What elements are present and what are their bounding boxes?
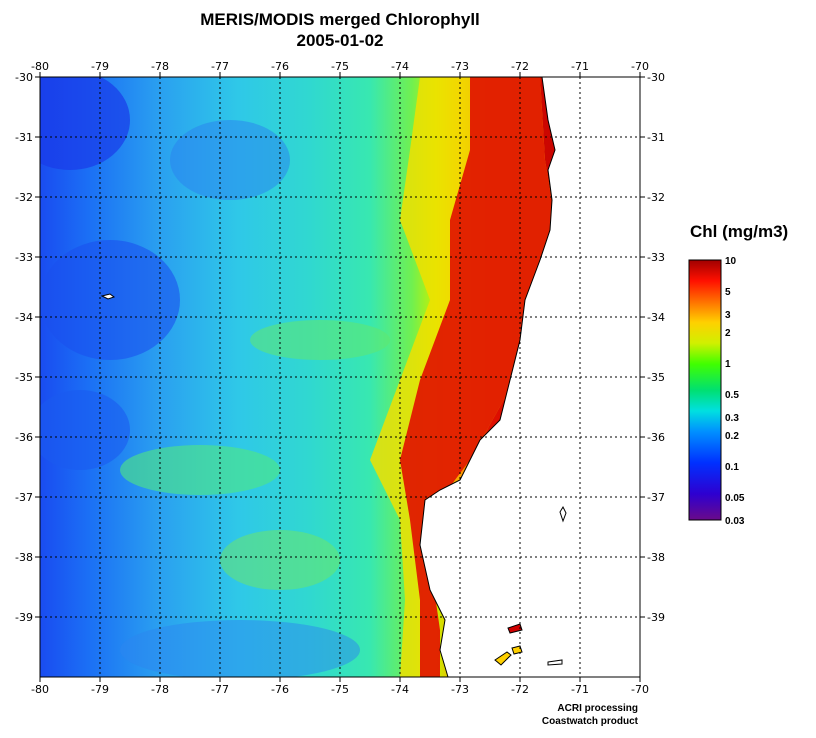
island <box>100 293 116 300</box>
lat-tick-label-right: -30 <box>647 71 665 84</box>
lat-tick-label-right: -34 <box>647 311 665 324</box>
colorbar-tick-label: 0.2 <box>725 431 739 442</box>
island <box>507 623 523 634</box>
lon-tick-label-top: -80 <box>31 60 49 73</box>
lat-tick-label-left: -39 <box>15 611 33 624</box>
coastline <box>419 77 556 677</box>
colorbar-tick-label: 0.03 <box>725 516 745 527</box>
lat-tick-label-right: -33 <box>647 251 665 264</box>
colorbar-title: Chl (mg/m3) <box>690 222 789 241</box>
lon-tick-label-bottom: -71 <box>571 683 589 696</box>
lon-tick-label-top: -74 <box>391 60 409 73</box>
lat-tick-label-left: -37 <box>15 491 33 504</box>
offshore-low-patch <box>120 620 360 677</box>
lat-tick-label-right: -35 <box>647 371 665 384</box>
lat-tick-label-right: -36 <box>647 431 665 444</box>
lon-tick-label-top: -72 <box>511 60 529 73</box>
lat-tick-label-right: -32 <box>647 191 665 204</box>
filament <box>220 530 340 590</box>
colorbar-tick-label: 10 <box>725 256 737 267</box>
lon-tick-label-top: -75 <box>331 60 349 73</box>
lon-tick-label-bottom: -75 <box>331 683 349 696</box>
colorbar <box>688 259 722 521</box>
lon-tick-label-bottom: -77 <box>211 683 229 696</box>
lon-tick-label-top: -73 <box>451 60 469 73</box>
offshore-low-patch <box>170 120 290 200</box>
lat-tick-label-right: -37 <box>647 491 665 504</box>
colorbar-tick-label: 0.3 <box>725 413 739 424</box>
lon-tick-label-bottom: -78 <box>151 683 169 696</box>
lon-tick-label-bottom: -74 <box>391 683 409 696</box>
lat-tick-label-left: -33 <box>15 251 33 264</box>
lat-tick-label-right: -39 <box>647 611 665 624</box>
lat-tick-label-left: -35 <box>15 371 33 384</box>
lon-tick-label-bottom: -76 <box>271 683 289 696</box>
map-date: 2005-01-02 <box>296 31 384 50</box>
lat-tick-label-right: -31 <box>647 131 665 144</box>
lon-tick-label-top: -70 <box>631 60 649 73</box>
offshore-low-patch <box>40 77 130 170</box>
lon-tick-label-bottom: -70 <box>631 683 649 696</box>
offshore-low-patch <box>40 390 130 470</box>
axis-ticks: -80 -80 -79 -79 -78 -78 -77 -77 -76 -76 -75 -75 -74 -… <box>15 60 665 696</box>
filament <box>120 445 280 495</box>
island <box>494 651 512 666</box>
lat-tick-label-left: -34 <box>15 311 33 324</box>
lat-tick-label-left: -36 <box>15 431 33 444</box>
colorbar-tick-label: 3 <box>725 310 731 321</box>
chlorophyll-field <box>40 77 640 677</box>
lon-tick-label-top: -77 <box>211 60 229 73</box>
lon-tick-label-bottom: -73 <box>451 683 469 696</box>
lat-tick-label-right: -38 <box>647 551 665 564</box>
colorbar-ticks: 10 5 3 2 1 0.5 0.3 0.2 0.1 0.05 0.03 <box>725 256 745 527</box>
offshore-low-patch <box>40 240 180 360</box>
lat-tick-label-left: -31 <box>15 131 33 144</box>
lon-tick-label-bottom: -72 <box>511 683 529 696</box>
colorbar-tick-label: 5 <box>725 287 731 298</box>
colorbar-tick-label: 1 <box>725 359 731 370</box>
lon-tick-label-top: -79 <box>91 60 109 73</box>
colorbar-tick-label: 2 <box>725 328 731 339</box>
lat-tick-label-left: -30 <box>15 71 33 84</box>
graticule <box>40 77 640 677</box>
island <box>547 659 563 666</box>
lat-tick-label-left: -32 <box>15 191 33 204</box>
lon-tick-label-top: -78 <box>151 60 169 73</box>
lon-tick-label-top: -76 <box>271 60 289 73</box>
filament <box>250 320 390 360</box>
coastal-bloom <box>400 77 555 677</box>
colorbar-tick-label: 0.1 <box>725 462 739 473</box>
credit-product: Coastwatch product <box>541 716 638 727</box>
colorbar-tick-label: 0.05 <box>725 493 745 504</box>
colorbar-tick-label: 0.5 <box>725 390 739 401</box>
lon-tick-label-bottom: -80 <box>31 683 49 696</box>
lon-tick-label-top: -71 <box>571 60 589 73</box>
lat-tick-label-left: -38 <box>15 551 33 564</box>
island <box>559 505 567 523</box>
lon-tick-label-bottom: -79 <box>91 683 109 696</box>
map-title: MERIS/MODIS merged Chlorophyll <box>200 10 480 29</box>
credit-processing: ACRI processing <box>557 703 638 714</box>
